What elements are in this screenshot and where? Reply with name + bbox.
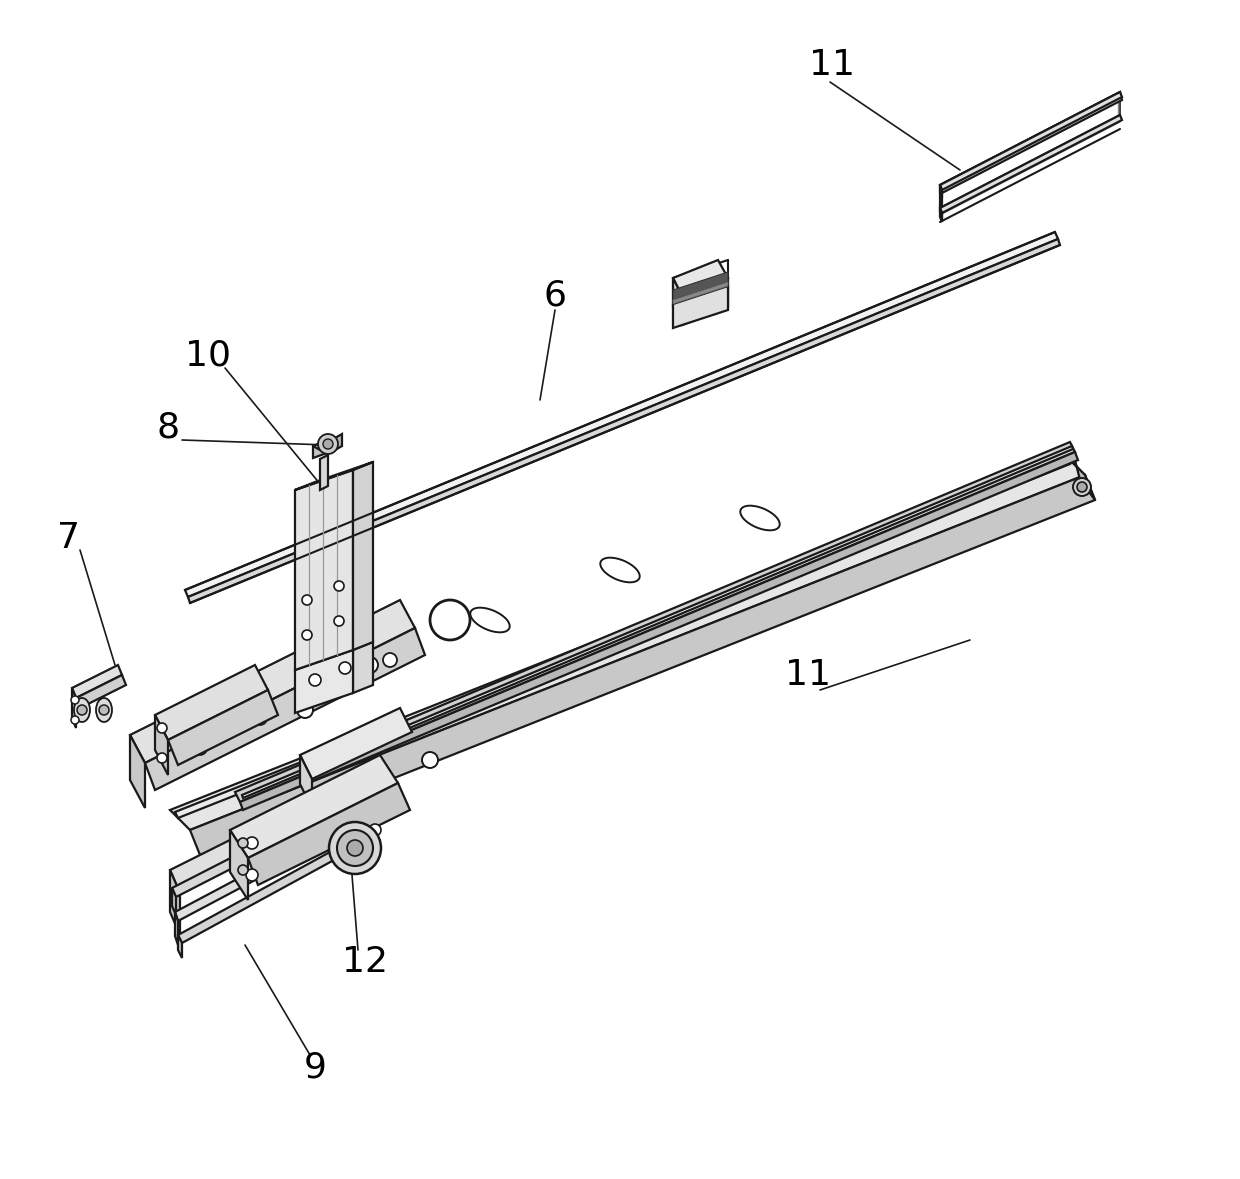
Polygon shape <box>353 643 373 693</box>
Polygon shape <box>248 783 410 885</box>
Polygon shape <box>130 735 145 808</box>
Polygon shape <box>170 870 180 935</box>
Polygon shape <box>175 913 179 946</box>
Ellipse shape <box>600 558 640 582</box>
Polygon shape <box>130 600 415 763</box>
Polygon shape <box>76 676 126 709</box>
Circle shape <box>157 723 167 733</box>
Polygon shape <box>175 826 339 921</box>
Polygon shape <box>72 689 76 727</box>
Polygon shape <box>940 185 942 220</box>
Polygon shape <box>940 185 942 198</box>
Polygon shape <box>241 452 1078 810</box>
Ellipse shape <box>74 698 91 722</box>
Circle shape <box>422 752 438 768</box>
Polygon shape <box>179 935 182 959</box>
Circle shape <box>337 830 373 867</box>
Circle shape <box>334 581 343 591</box>
Circle shape <box>238 838 248 848</box>
Polygon shape <box>172 888 176 915</box>
Polygon shape <box>940 116 1122 213</box>
Circle shape <box>1073 477 1091 496</box>
Polygon shape <box>295 650 353 713</box>
Ellipse shape <box>470 607 510 632</box>
Circle shape <box>193 740 207 755</box>
Circle shape <box>317 434 339 454</box>
Text: 12: 12 <box>342 946 388 979</box>
Polygon shape <box>167 690 278 765</box>
Polygon shape <box>172 803 342 897</box>
Circle shape <box>383 653 397 667</box>
Circle shape <box>99 705 109 714</box>
Circle shape <box>71 716 79 724</box>
Circle shape <box>253 711 267 725</box>
Circle shape <box>238 865 248 875</box>
Polygon shape <box>242 446 1073 798</box>
Circle shape <box>303 595 312 605</box>
Circle shape <box>309 674 321 686</box>
Polygon shape <box>1065 455 1095 500</box>
Polygon shape <box>312 439 342 450</box>
Polygon shape <box>673 261 728 296</box>
Circle shape <box>362 657 378 673</box>
Polygon shape <box>229 830 248 900</box>
Polygon shape <box>300 709 412 779</box>
Polygon shape <box>940 92 1122 193</box>
Polygon shape <box>940 92 1122 190</box>
Ellipse shape <box>95 698 112 722</box>
Text: 8: 8 <box>156 411 180 444</box>
Circle shape <box>322 439 334 449</box>
Polygon shape <box>188 239 1060 602</box>
Polygon shape <box>175 457 1070 818</box>
Polygon shape <box>295 462 373 490</box>
Polygon shape <box>185 232 1058 597</box>
Polygon shape <box>673 278 682 325</box>
Polygon shape <box>673 272 728 299</box>
Circle shape <box>303 630 312 640</box>
Polygon shape <box>353 462 373 650</box>
Polygon shape <box>179 852 334 943</box>
Text: 11: 11 <box>808 48 856 83</box>
Polygon shape <box>236 442 1075 802</box>
Polygon shape <box>940 208 942 222</box>
Circle shape <box>71 696 79 704</box>
Polygon shape <box>673 286 728 328</box>
Polygon shape <box>673 282 728 304</box>
Circle shape <box>157 753 167 763</box>
Polygon shape <box>320 455 329 490</box>
Polygon shape <box>300 755 312 808</box>
Circle shape <box>1078 482 1087 492</box>
Polygon shape <box>312 439 335 457</box>
Text: 9: 9 <box>304 1050 326 1085</box>
Circle shape <box>246 869 258 881</box>
Polygon shape <box>170 455 1085 830</box>
Circle shape <box>339 661 351 674</box>
Circle shape <box>430 600 470 640</box>
Polygon shape <box>155 665 268 740</box>
Text: 10: 10 <box>185 340 231 373</box>
Polygon shape <box>170 785 350 893</box>
Polygon shape <box>229 755 398 858</box>
Circle shape <box>347 839 363 856</box>
Polygon shape <box>72 665 122 698</box>
Text: 11: 11 <box>785 658 831 692</box>
Circle shape <box>334 615 343 626</box>
Text: 7: 7 <box>57 521 79 555</box>
Polygon shape <box>682 278 728 325</box>
Polygon shape <box>190 475 1095 855</box>
Circle shape <box>370 824 381 836</box>
Ellipse shape <box>740 506 780 531</box>
Circle shape <box>77 705 87 714</box>
Circle shape <box>298 702 312 718</box>
Polygon shape <box>145 628 425 790</box>
Polygon shape <box>155 714 167 775</box>
Polygon shape <box>335 434 342 450</box>
Polygon shape <box>295 470 353 670</box>
Text: 6: 6 <box>543 278 567 312</box>
Circle shape <box>322 681 337 694</box>
Circle shape <box>329 822 381 874</box>
Circle shape <box>246 837 258 849</box>
